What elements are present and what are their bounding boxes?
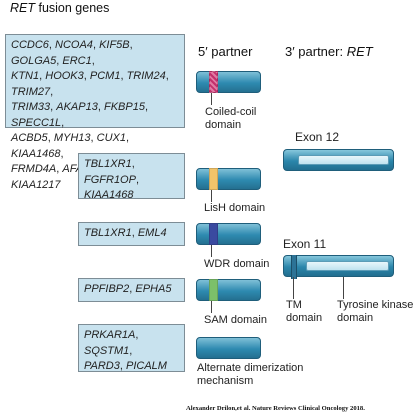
ret-exon-11-kinase-region [306,261,389,271]
sam-partner-bar [196,279,261,301]
tm-domain-segment [291,255,297,279]
alt-dimerization-label: Alternate dimerization mechanism [197,362,304,387]
lish-leader-line [211,190,212,202]
ret-exon-12-bar [283,149,394,171]
gene-list-line: TBL1XR1, FGFR1OP, [84,158,140,186]
sam-domain-label: SAM domain [204,314,267,326]
exon-11-label: Exon 11 [283,237,327,251]
lish-domain-segment [209,168,218,190]
sam-domain-segment [209,279,218,301]
gene-list-line: PRKAR1A, SQSTM1, [84,329,139,357]
sam-partner-genes-box: PPFIBP2, EPHA5 [78,278,185,302]
exon-12-label: Exon 12 [295,130,340,144]
ret-exon-11-bar [283,255,394,279]
ret-exon-12-kinase-region [298,155,389,165]
wdr-leader-line [211,245,212,257]
lish-partner-bar [196,168,261,190]
three-prime-partner-header: 3′ partner: RET [285,44,373,59]
coiled-coil-partner-genes-box: CCDC6, NCOA4, KIF5B, GOLGA5, ERC1, KTN1,… [5,34,185,191]
alt-dimerization-partner-bar [196,337,261,359]
coiled-coil-partner-bar [196,71,261,93]
diagram-title: RET fusion genes [10,1,110,15]
gene-list-line: PARD3, PICALM [84,360,167,372]
wdr-domain-segment [209,223,218,245]
alt-dimerization-partner-genes-box: PRKAR1A, SQSTM1, PARD3, PICALM [78,324,185,372]
tyrosine-kinase-domain-label: Tyrosine kinase domain [337,299,414,324]
gene-list-line: KTN1, HOOK3, PCM1, TRIM24, TRIM27, [11,70,169,98]
gene-list-line: CCDC6, NCOA4, KIF5B, GOLGA5, ERC1, [11,39,133,67]
wdr-partner-genes-box: TBL1XR1, EML4 [78,222,185,246]
tm-leader-line [293,277,294,299]
gene-list-line: TBL1XR1, EML4 [84,227,167,239]
gene-list-line: KIAA1468 [84,189,134,201]
tm-domain-label: TM domain [286,299,323,324]
gene-list-line: PPFIBP2, EPHA5 [84,283,172,295]
gene-list-line: TRIM33, AKAP13, FKBP15, SPECC1L, [11,101,148,129]
gene-list-line: ACBD5, MYH13, CUX1, KIAA1468, [11,132,130,160]
lish-domain-label: LisH domain [204,202,266,214]
tk-leader-line [343,277,344,299]
citation-text: Alexander Drilon,et al. Nature Reviews C… [186,405,365,412]
coiled-coil-leader-line [211,93,212,105]
sam-leader-line [211,301,212,313]
coiled-coil-domain-label: Coiled-coil domain [205,106,257,131]
wdr-domain-label: WDR domain [204,258,270,270]
five-prime-partner-header: 5′ partner [198,44,253,59]
coiled-coil-domain-segment [209,71,218,93]
wdr-partner-bar [196,223,261,245]
lish-partner-genes-box: TBL1XR1, FGFR1OP, KIAA1468 [78,153,185,201]
